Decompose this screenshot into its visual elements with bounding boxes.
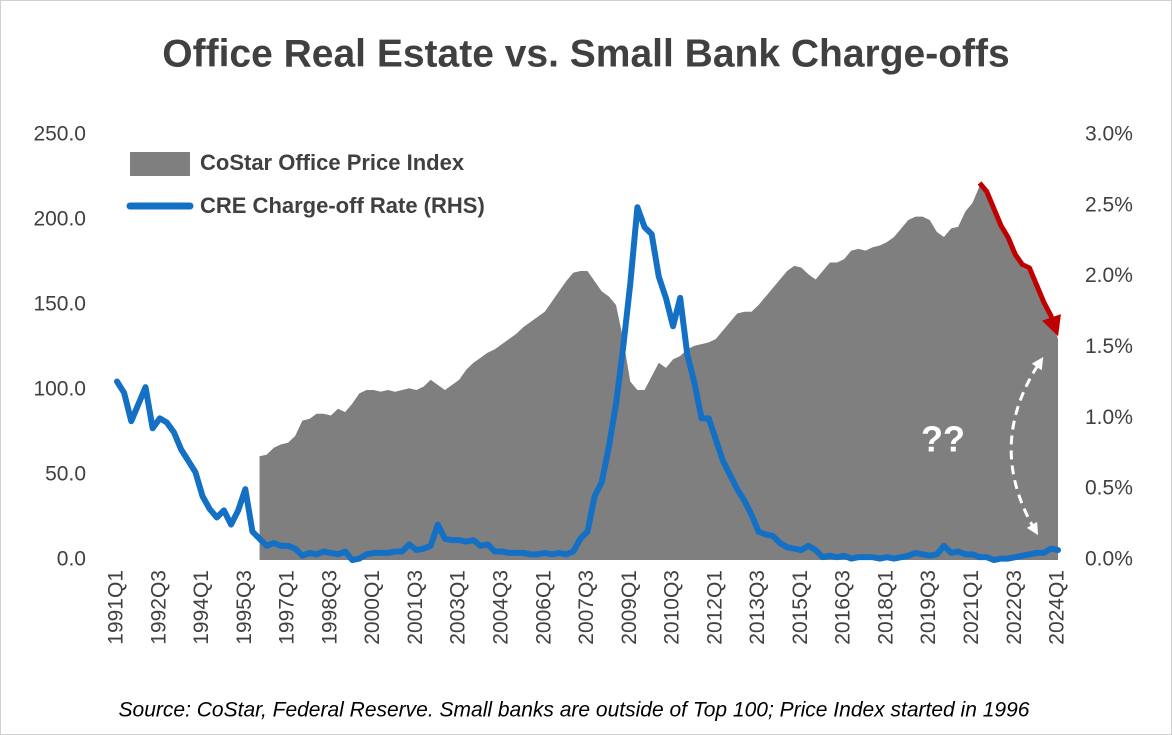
x-tick-label: 2013Q3 xyxy=(746,570,769,645)
x-tick-label: 2009Q1 xyxy=(618,570,641,645)
y-tick-label: 100.0 xyxy=(33,378,86,401)
x-tick-label: 2015Q1 xyxy=(789,570,812,645)
y-tick-label: 0.0 xyxy=(57,548,86,571)
y2-tick-label: 2.5% xyxy=(1085,193,1133,216)
legend-label: CoStar Office Price Index xyxy=(200,150,465,175)
x-tick-label: 1997Q1 xyxy=(276,570,299,645)
annotation: ?? xyxy=(921,419,965,460)
charge-off-line xyxy=(114,204,1061,563)
x-tick-label: 2021Q1 xyxy=(960,570,983,645)
x-tick-label: 2024Q1 xyxy=(1046,570,1069,645)
legend-label: CRE Charge-off Rate (RHS) xyxy=(200,193,485,218)
x-tick-label: 1995Q3 xyxy=(233,570,256,645)
x-tick-label: 1998Q3 xyxy=(318,570,341,645)
y2-tick-label: 2.0% xyxy=(1085,264,1133,287)
y2-tick-label: 1.5% xyxy=(1085,335,1133,358)
x-tick-label: 2022Q3 xyxy=(1003,570,1026,645)
y-tick-label: 250.0 xyxy=(33,123,86,146)
y2-tick-label: 0.5% xyxy=(1085,477,1133,500)
x-tick-label: 1992Q3 xyxy=(147,570,170,645)
x-tick-label: 2006Q1 xyxy=(532,570,555,645)
y2-tick-label: 1.0% xyxy=(1085,406,1133,429)
y2-tick-label: 3.0% xyxy=(1085,123,1133,146)
source-note: Source: CoStar, Federal Reserve. Small b… xyxy=(119,699,1030,722)
x-tick-label: 2010Q3 xyxy=(661,570,684,645)
price-area xyxy=(259,186,1058,560)
x-tick-label: 2012Q1 xyxy=(703,570,726,645)
x-tick-label: 2007Q3 xyxy=(575,570,598,645)
y-tick-label: 50.0 xyxy=(45,463,86,486)
y-tick-label: 200.0 xyxy=(33,208,86,231)
y-tick-label: 150.0 xyxy=(33,293,86,316)
x-tick-label: 2001Q3 xyxy=(404,570,427,645)
legend-swatch xyxy=(130,152,190,176)
x-tick-label: 2018Q1 xyxy=(874,570,897,645)
x-tick-label: 2004Q3 xyxy=(490,570,513,645)
x-tick-label: 2019Q3 xyxy=(917,570,940,645)
y2-tick-label: 0.0% xyxy=(1085,548,1133,571)
decline-highlight xyxy=(977,181,1061,337)
chart-title: Office Real Estate vs. Small Bank Charge… xyxy=(162,32,1009,75)
marks xyxy=(114,181,1061,563)
x-tick-label: 2016Q3 xyxy=(832,570,855,645)
x-tick-label: 2003Q1 xyxy=(447,570,470,645)
x-tick-label: 1994Q1 xyxy=(190,570,213,645)
x-tick-label: 2000Q1 xyxy=(361,570,384,645)
x-tick-label: 1991Q1 xyxy=(105,570,128,645)
uncertainty-arrow xyxy=(1009,356,1044,536)
